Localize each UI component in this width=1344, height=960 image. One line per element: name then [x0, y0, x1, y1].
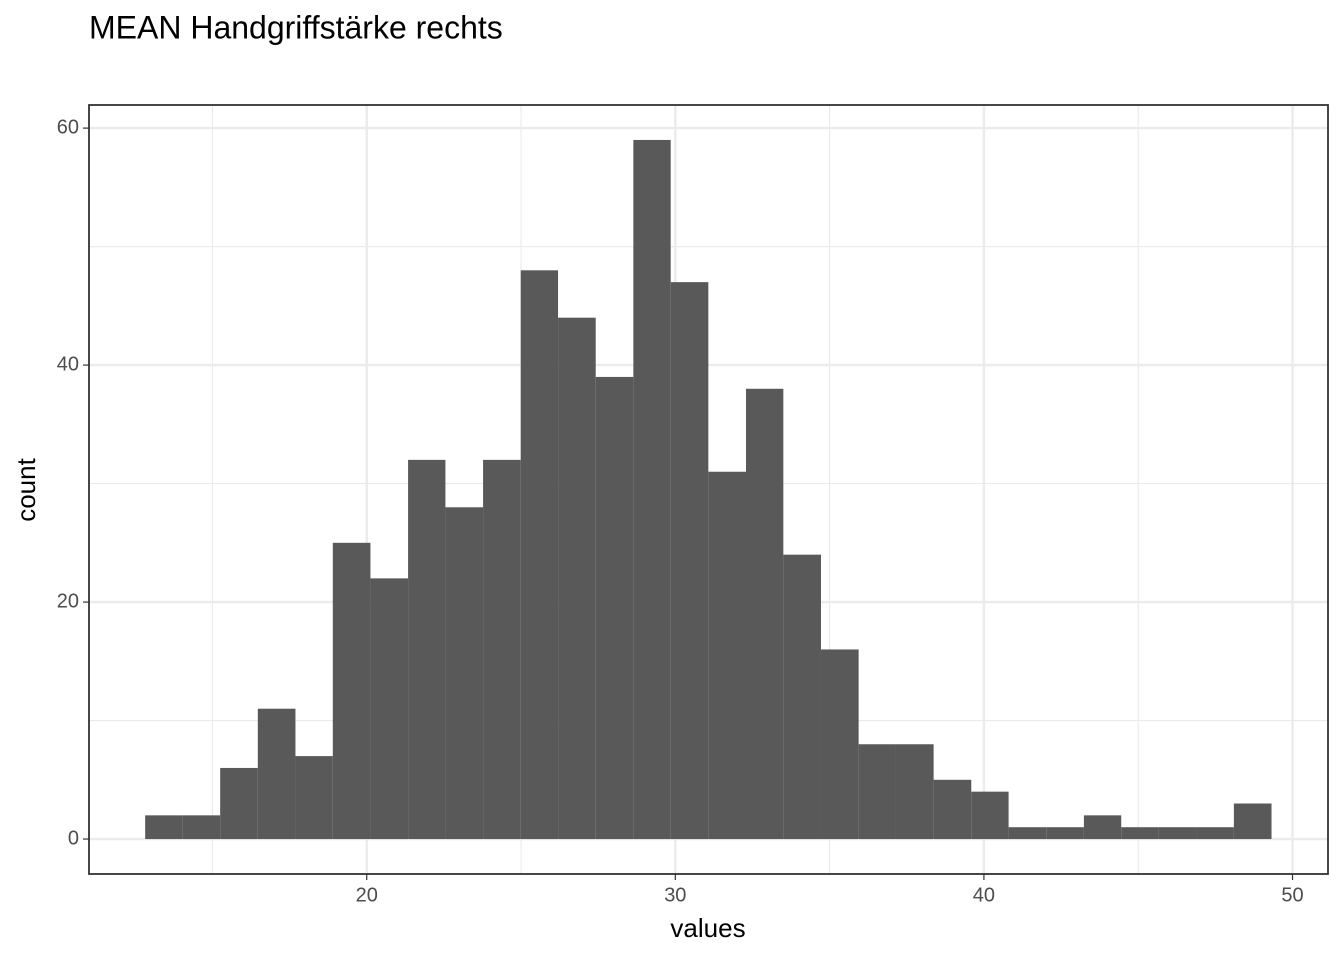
- x-tick-label: 20: [356, 884, 378, 906]
- bar: [145, 815, 183, 840]
- y-tick-label: 0: [68, 827, 79, 849]
- bar: [1083, 815, 1122, 840]
- x-tick-label: 50: [1281, 884, 1303, 906]
- bar: [257, 708, 296, 840]
- bar: [895, 744, 934, 840]
- bar: [595, 376, 634, 840]
- y-tick-label: 20: [57, 590, 79, 612]
- bar: [408, 459, 446, 840]
- x-tick-label: 40: [973, 884, 995, 906]
- bar: [445, 507, 484, 840]
- y-tick-label: 40: [57, 353, 79, 375]
- bar: [370, 578, 409, 840]
- bar: [332, 542, 371, 840]
- bar: [783, 554, 821, 840]
- bar: [558, 317, 596, 840]
- bar: [933, 779, 972, 840]
- bar: [670, 282, 709, 840]
- bar: [971, 791, 1009, 840]
- bar: [1158, 827, 1197, 840]
- bar: [1233, 803, 1272, 840]
- panel-border: [88, 104, 1329, 875]
- bar: [633, 139, 671, 840]
- bar: [295, 756, 333, 840]
- chart-title: MEAN Handgriffstärke rechts: [89, 9, 503, 45]
- bar: [1046, 827, 1084, 840]
- y-tick-label: 60: [57, 116, 79, 138]
- bar: [745, 388, 784, 840]
- bar: [220, 767, 258, 840]
- y-axis-title: count: [11, 457, 41, 521]
- bar: [1196, 827, 1234, 840]
- bar: [1121, 827, 1159, 840]
- bar: [708, 471, 746, 840]
- bar: [820, 649, 859, 840]
- bar: [483, 459, 521, 840]
- x-axis-title: values: [670, 913, 745, 943]
- x-tick-label: 30: [664, 884, 686, 906]
- bar: [182, 815, 221, 840]
- bar: [1008, 827, 1047, 840]
- bar: [520, 270, 559, 840]
- bar: [858, 744, 896, 840]
